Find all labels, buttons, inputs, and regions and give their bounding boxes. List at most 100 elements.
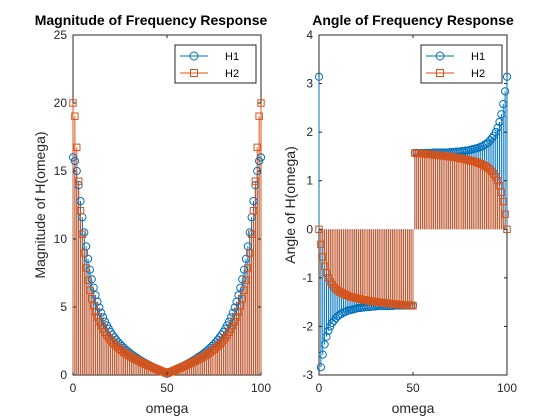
marker-h2 [217, 338, 226, 346]
marker-h1 [249, 196, 258, 206]
marker-h1 [226, 313, 236, 322]
marker-h1 [100, 317, 110, 326]
marker-h1 [493, 123, 502, 132]
marker-h1 [95, 303, 104, 312]
legend-h1-marker [189, 51, 199, 61]
marker-h2 [322, 269, 331, 277]
y-tick-label: 15 [54, 164, 68, 178]
marker-h1 [320, 340, 329, 349]
marker-h2 [214, 342, 222, 350]
marker-h2 [150, 364, 158, 372]
marker-h1 [251, 181, 260, 190]
marker-h1 [228, 308, 237, 317]
y-tick-label: -3 [302, 368, 313, 382]
marker-h2 [95, 317, 104, 326]
marker-h1 [241, 254, 251, 263]
marker-h1 [70, 156, 79, 166]
y-tick-label: 10 [54, 232, 68, 246]
marker-h2 [497, 188, 506, 197]
marker-h2 [74, 177, 83, 185]
marker-h2 [152, 364, 160, 373]
marker-h2 [480, 161, 489, 170]
marker-h1 [324, 326, 333, 335]
marker-h2 [215, 340, 224, 348]
marker-h2 [473, 158, 481, 166]
marker-h2 [80, 249, 88, 257]
angle-legend: H1 H2 [420, 44, 503, 84]
marker-h2 [108, 338, 117, 346]
marker-h2 [319, 253, 327, 261]
x-tick-label: 100 [251, 381, 271, 395]
y-tick-label: 0 [306, 222, 313, 236]
legend-h2-label: H2 [471, 68, 485, 80]
marker-h1 [83, 254, 93, 263]
marker-h2 [236, 302, 245, 310]
marker-h2 [221, 334, 229, 342]
angle-ticks: 0 50 100 -3 -2 -1 0 1 2 3 4 [302, 28, 517, 395]
legend-h1-label: H1 [225, 51, 239, 63]
marker-h2 [138, 359, 147, 367]
magnitude-title: Magnitude of Frequency Response [35, 12, 268, 28]
y-tick-label: -2 [302, 319, 313, 333]
magnitude-legend: H1 H2 [174, 44, 257, 84]
marker-h2 [317, 240, 325, 249]
marker-h2 [78, 230, 87, 238]
marker-h2 [161, 368, 169, 377]
legend-h2-marker [190, 69, 198, 77]
y-tick-label: -1 [302, 271, 313, 285]
x-tick-label: 0 [316, 381, 323, 395]
angle-markers [314, 72, 512, 372]
marker-h2 [219, 336, 228, 344]
y-tick-label: 25 [54, 28, 68, 42]
marker-h2 [170, 366, 179, 374]
marker-h2 [86, 286, 94, 294]
marker-h1 [499, 99, 508, 109]
marker-h2 [409, 301, 417, 310]
x-tick-label: 50 [160, 381, 174, 395]
magnitude-markers [68, 99, 266, 378]
marker-h2 [159, 368, 167, 376]
marker-h2 [328, 280, 336, 289]
marker-h1 [238, 275, 247, 284]
marker-h2 [492, 173, 500, 181]
magnitude-ticks: 0 50 100 0 5 10 15 20 25 [54, 28, 272, 395]
marker-h2 [178, 363, 186, 371]
legend-h1-label: H1 [471, 51, 485, 63]
marker-h1 [316, 363, 325, 372]
marker-h2 [93, 313, 102, 321]
angle-ylabel: Angle of H(omega) [282, 146, 298, 264]
magnitude-ylabel: Magnitude of H(omega) [32, 131, 48, 278]
marker-h2 [146, 362, 154, 370]
marker-h2 [251, 177, 260, 185]
marker-h2 [140, 360, 149, 368]
marker-h1 [245, 228, 254, 237]
legend-box [420, 44, 503, 84]
marker-h2 [176, 364, 184, 372]
marker-h2 [255, 112, 263, 120]
marker-h2 [240, 286, 248, 294]
marker-h1 [74, 181, 83, 190]
marker-h2 [230, 317, 239, 326]
marker-h2 [88, 295, 96, 303]
y-tick-label: 3 [306, 77, 313, 91]
legend-h1-marker [435, 51, 445, 61]
y-tick-label: 20 [54, 96, 68, 110]
marker-h1 [80, 228, 89, 237]
angle-axes [318, 34, 508, 376]
marker-h2 [82, 264, 90, 272]
marker-h2 [232, 313, 241, 321]
marker-h1 [501, 87, 510, 96]
marker-h2 [493, 177, 502, 185]
marker-h2 [157, 367, 166, 375]
marker-h2 [148, 363, 156, 371]
angle-stems [318, 76, 508, 368]
x-tick-label: 0 [70, 381, 77, 395]
marker-h2 [142, 360, 151, 369]
marker-h1 [314, 72, 324, 81]
y-tick-label: 5 [60, 300, 67, 314]
marker-h2 [106, 336, 115, 344]
marker-h2 [257, 99, 265, 107]
marker-h2 [486, 165, 494, 174]
magnitude-stems [72, 103, 262, 375]
